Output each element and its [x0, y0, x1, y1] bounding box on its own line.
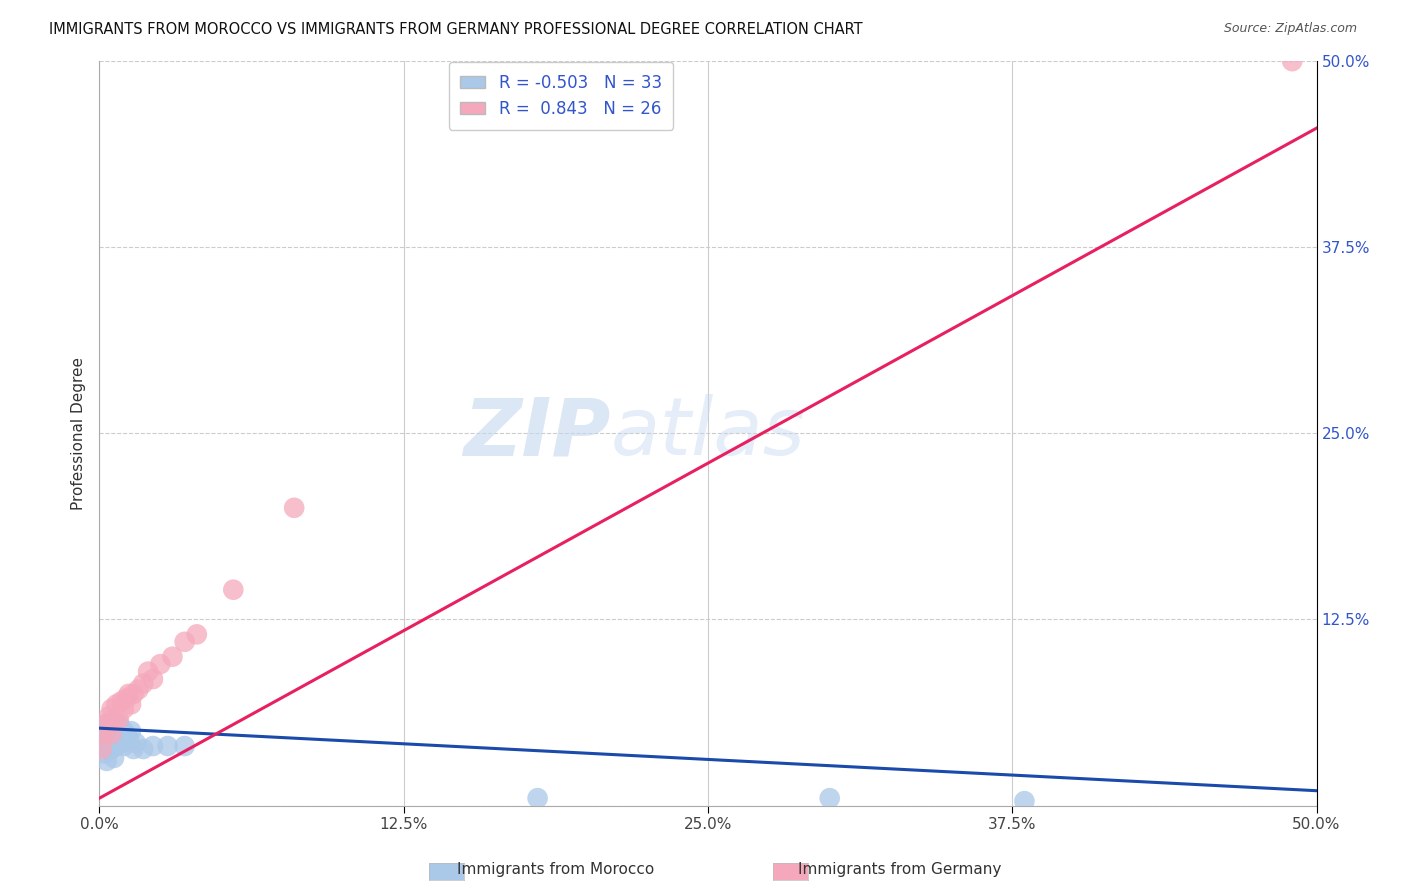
- Point: [98, 709, 121, 723]
- Point: [112, 739, 135, 753]
- Text: Source: ZipAtlas.com: Source: ZipAtlas.com: [1223, 22, 1357, 36]
- Point: [112, 724, 135, 739]
- Text: IMMIGRANTS FROM MOROCCO VS IMMIGRANTS FROM GERMANY PROFESSIONAL DEGREE CORRELATI: IMMIGRANTS FROM MOROCCO VS IMMIGRANTS FR…: [49, 22, 863, 37]
- Point: [93, 747, 115, 761]
- Point: [103, 731, 125, 746]
- Point: [162, 649, 184, 664]
- Point: [93, 724, 115, 739]
- Point: [120, 724, 142, 739]
- Point: [156, 739, 179, 753]
- Point: [108, 716, 131, 731]
- Point: [117, 731, 139, 746]
- Point: [96, 716, 118, 731]
- Point: [100, 727, 122, 741]
- Point: [125, 736, 148, 750]
- Text: Immigrants from Morocco: Immigrants from Morocco: [457, 863, 654, 877]
- Point: [103, 712, 125, 726]
- Point: [132, 742, 155, 756]
- Point: [132, 676, 155, 690]
- Point: [173, 739, 195, 753]
- Point: [100, 727, 122, 741]
- Point: [105, 698, 128, 712]
- Point: [100, 702, 122, 716]
- Point: [122, 687, 145, 701]
- Point: [117, 687, 139, 701]
- Point: [1281, 54, 1303, 69]
- Point: [100, 742, 122, 756]
- Point: [108, 712, 131, 726]
- Point: [127, 682, 149, 697]
- Point: [149, 657, 172, 672]
- Point: [115, 727, 138, 741]
- Point: [283, 500, 305, 515]
- Point: [96, 739, 118, 753]
- Point: [93, 727, 115, 741]
- Point: [98, 724, 121, 739]
- Point: [108, 731, 131, 746]
- Point: [136, 665, 159, 679]
- Point: [105, 724, 128, 739]
- Text: ZIP: ZIP: [463, 394, 610, 473]
- Point: [818, 791, 841, 805]
- Point: [98, 742, 121, 756]
- Point: [142, 672, 165, 686]
- Point: [110, 694, 132, 708]
- Point: [142, 739, 165, 753]
- Point: [173, 635, 195, 649]
- Point: [105, 739, 128, 753]
- Point: [526, 791, 548, 805]
- Point: [120, 698, 142, 712]
- Point: [186, 627, 208, 641]
- Point: [115, 691, 138, 706]
- Text: atlas: atlas: [610, 394, 806, 473]
- Point: [222, 582, 245, 597]
- Y-axis label: Professional Degree: Professional Degree: [72, 357, 86, 510]
- Point: [96, 754, 118, 768]
- Text: Immigrants from Germany: Immigrants from Germany: [799, 863, 1001, 877]
- Point: [122, 742, 145, 756]
- Point: [110, 736, 132, 750]
- Point: [96, 716, 118, 731]
- Point: [90, 742, 112, 756]
- Point: [110, 721, 132, 735]
- Point: [1014, 794, 1036, 808]
- Point: [100, 716, 122, 731]
- Legend: R = -0.503   N = 33, R =  0.843   N = 26: R = -0.503 N = 33, R = 0.843 N = 26: [449, 62, 673, 129]
- Point: [112, 702, 135, 716]
- Point: [103, 751, 125, 765]
- Point: [90, 739, 112, 753]
